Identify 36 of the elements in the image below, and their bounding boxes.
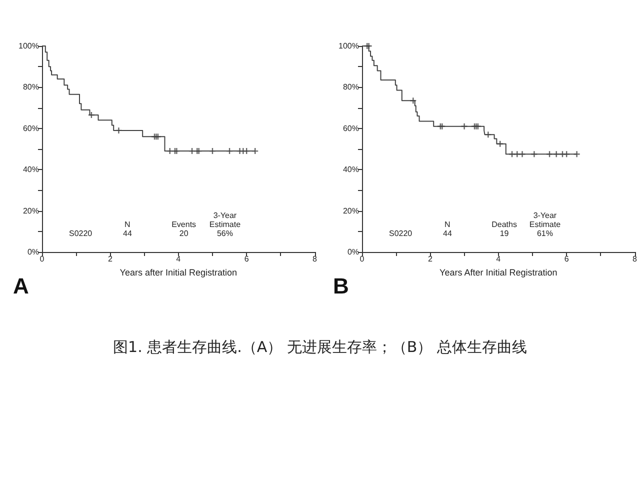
y-tick-label: 80% xyxy=(22,82,39,92)
x-tick-label: 8 xyxy=(632,254,638,264)
y-tick-label: 80% xyxy=(342,82,359,92)
annotation: N 44 xyxy=(442,220,452,238)
x-tick-label: 2 xyxy=(108,254,113,264)
y-tick-label: 20% xyxy=(22,206,39,216)
y-tick-label: 60% xyxy=(22,124,39,133)
x-tick-label: 0 xyxy=(360,254,365,264)
point xyxy=(574,151,580,158)
x-tick-label: 8 xyxy=(312,254,318,264)
x-tick-label: 4 xyxy=(176,254,182,264)
y-tick-label: 0% xyxy=(347,248,359,256)
annotation: 3-Year Estimate 56% xyxy=(209,211,242,238)
y-tick-label: 40% xyxy=(22,165,39,174)
annotation: S0220 xyxy=(388,229,413,238)
y-tick-label: 60% xyxy=(342,124,359,133)
annotation: S0220 xyxy=(68,229,93,238)
annotation: Deaths 19 xyxy=(492,220,517,238)
y-tick-label: 20% xyxy=(342,206,359,216)
annotation: 3-Year Estimate 61% xyxy=(529,211,562,238)
y-tick-label: 40% xyxy=(342,165,359,174)
annotation: N 44 xyxy=(122,220,132,238)
y-tick-label: 0% xyxy=(27,248,39,256)
text: A xyxy=(13,274,29,298)
x-tick-label: 0 xyxy=(40,254,45,264)
text: B xyxy=(333,274,349,298)
x-axis-title: Years after Initial Registration xyxy=(120,268,238,278)
x-tick-label: 6 xyxy=(244,254,250,264)
x-tick-label: 6 xyxy=(564,254,570,264)
x-axis-title: Years After Initial Registration xyxy=(440,268,558,278)
y-tick-label: 100% xyxy=(18,42,39,50)
annotation: Events 20 xyxy=(172,220,196,238)
x-tick-label: 4 xyxy=(496,254,502,264)
y-tick-label: 100% xyxy=(338,42,359,50)
x-tick-label: 2 xyxy=(428,254,433,264)
caption: 图1. 患者生存曲线.（A） 无进展生存率；（B） 总体生存曲线 xyxy=(112,338,528,357)
